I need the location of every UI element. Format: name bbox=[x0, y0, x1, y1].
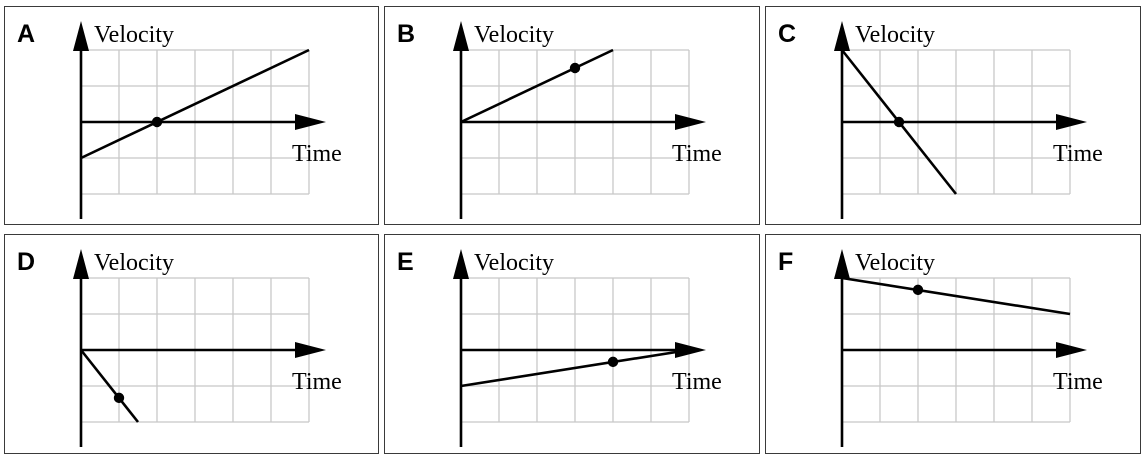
x-axis-label: Time bbox=[1053, 369, 1103, 395]
y-axis-label: Velocity bbox=[474, 250, 554, 276]
data-point-marker bbox=[912, 284, 924, 296]
panel-a: A Velocity Time bbox=[4, 6, 379, 225]
x-axis-label: Time bbox=[292, 369, 342, 395]
x-axis-arrowhead bbox=[295, 114, 326, 130]
panel-letter: C bbox=[778, 20, 796, 48]
x-axis-arrowhead bbox=[1056, 342, 1087, 358]
chart-f: F Velocity Time bbox=[778, 248, 1103, 447]
velocity-line bbox=[460, 348, 690, 388]
y-axis-label: Velocity bbox=[94, 250, 174, 276]
y-axis-arrowhead bbox=[834, 21, 850, 51]
velocity-line bbox=[80, 48, 310, 160]
y-axis-label: Velocity bbox=[474, 22, 554, 48]
y-axis-arrowhead bbox=[73, 21, 89, 51]
panel-c: C Velocity Time bbox=[765, 6, 1141, 225]
velocity-line bbox=[79, 349, 140, 423]
x-axis-label: Time bbox=[1053, 141, 1103, 167]
y-axis-arrowhead bbox=[73, 249, 89, 279]
chart-a: A Velocity Time bbox=[17, 20, 342, 219]
x-axis-label: Time bbox=[672, 141, 722, 167]
panel-f: F Velocity Time bbox=[765, 234, 1141, 454]
y-axis-arrowhead bbox=[453, 21, 469, 51]
chart-b: B Velocity Time bbox=[397, 20, 722, 219]
data-point-marker bbox=[151, 116, 163, 128]
data-point-marker bbox=[113, 392, 125, 404]
x-axis-arrowhead bbox=[675, 114, 706, 130]
velocity-line bbox=[841, 276, 1071, 316]
y-axis-arrowhead bbox=[834, 249, 850, 279]
chart-d: D Velocity Time bbox=[17, 248, 342, 447]
data-point-marker bbox=[893, 116, 905, 128]
panel-letter: B bbox=[397, 20, 415, 48]
y-axis-arrowhead bbox=[453, 249, 469, 279]
velocity-line bbox=[460, 48, 614, 124]
data-point-marker bbox=[607, 356, 619, 368]
x-axis-label: Time bbox=[292, 141, 342, 167]
y-axis-label: Velocity bbox=[855, 22, 935, 48]
panel-e: E Velocity Time bbox=[384, 234, 760, 454]
x-axis-arrowhead bbox=[1056, 114, 1087, 130]
panel-b: B Velocity Time bbox=[384, 6, 760, 225]
x-axis-label: Time bbox=[672, 369, 722, 395]
chart-e: E Velocity Time bbox=[397, 248, 722, 447]
panel-letter: F bbox=[778, 248, 793, 276]
panel-d: D Velocity Time bbox=[4, 234, 379, 454]
data-point-marker bbox=[569, 62, 581, 74]
chart-c: C Velocity Time bbox=[778, 20, 1103, 219]
x-axis-arrowhead bbox=[675, 342, 706, 358]
panel-letter: D bbox=[17, 248, 35, 276]
y-axis-label: Velocity bbox=[855, 250, 935, 276]
x-axis-arrowhead bbox=[295, 342, 326, 358]
panel-letter: E bbox=[397, 248, 414, 276]
panel-letter: A bbox=[17, 20, 35, 48]
y-axis-label: Velocity bbox=[94, 22, 174, 48]
